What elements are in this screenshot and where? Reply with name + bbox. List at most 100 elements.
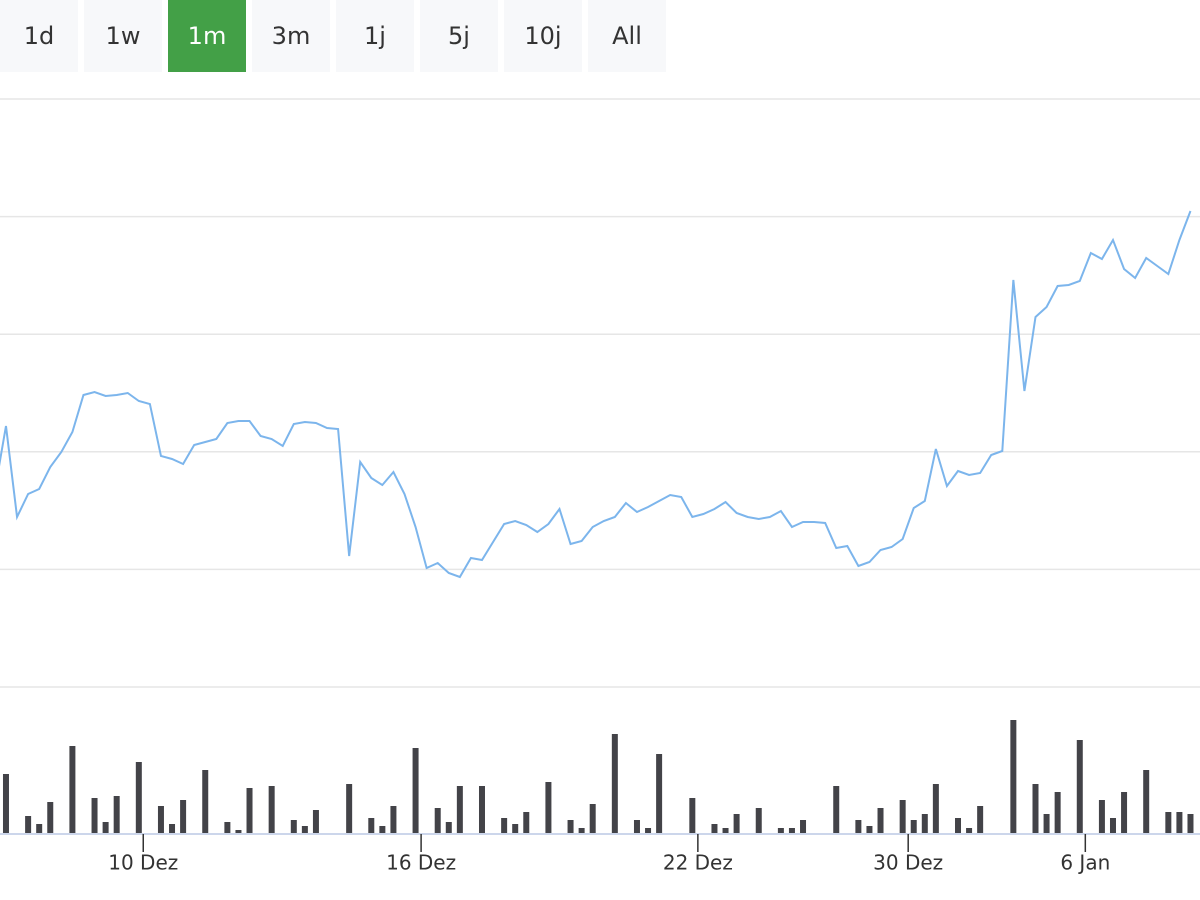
button-bg[interactable] bbox=[336, 0, 414, 72]
volume-bar bbox=[633, 820, 640, 833]
button-label[interactable]: 1j bbox=[364, 22, 386, 50]
volume-bar bbox=[478, 786, 485, 833]
range-button[interactable]: 1m bbox=[168, 0, 246, 72]
volume-bar bbox=[47, 802, 54, 833]
x-tick-label: 10 Dez bbox=[108, 851, 178, 875]
volume-bar bbox=[224, 822, 231, 833]
volume-bar bbox=[290, 820, 297, 833]
volume-bar bbox=[1010, 720, 1017, 833]
volume-bar bbox=[722, 828, 729, 833]
volume-bar bbox=[512, 824, 519, 833]
volume-bar bbox=[102, 822, 109, 833]
volume-bar bbox=[977, 806, 984, 833]
button-label[interactable]: 1w bbox=[106, 22, 141, 50]
volume-bar bbox=[25, 816, 32, 833]
volume-bar bbox=[833, 786, 840, 833]
x-tick-label: 16 Dez bbox=[386, 851, 456, 875]
volume-bar bbox=[733, 814, 740, 833]
volume-bar bbox=[567, 820, 574, 833]
volume-bar bbox=[346, 784, 353, 833]
x-tick-label: 22 Dez bbox=[663, 851, 733, 875]
volume-bar bbox=[91, 798, 98, 833]
volume-bar bbox=[368, 818, 375, 833]
volume-bar bbox=[866, 826, 873, 833]
volume-bar bbox=[36, 824, 43, 833]
volume-bar bbox=[113, 796, 120, 833]
grid bbox=[0, 98, 1200, 688]
plot-area bbox=[0, 210, 1192, 579]
button-label[interactable]: 5j bbox=[448, 22, 470, 50]
volume-bar bbox=[169, 824, 176, 833]
volume-bar bbox=[932, 784, 939, 833]
volume-bar bbox=[180, 800, 187, 833]
volume-bar bbox=[202, 770, 209, 833]
volume-bar bbox=[379, 826, 386, 833]
button-bg[interactable] bbox=[420, 0, 498, 72]
volume-bar bbox=[456, 786, 463, 833]
volume-bar bbox=[1098, 800, 1105, 833]
volume-bar bbox=[301, 826, 308, 833]
volume-area bbox=[2, 720, 1194, 833]
volume-bar bbox=[1176, 812, 1183, 833]
volume-bar bbox=[1121, 792, 1128, 833]
range-button[interactable]: All bbox=[588, 0, 666, 72]
button-bg[interactable] bbox=[0, 0, 78, 72]
volume-bar bbox=[1032, 784, 1039, 833]
volume-bar bbox=[589, 804, 596, 833]
range-button[interactable]: 1d bbox=[0, 0, 78, 72]
volume-bar bbox=[235, 830, 242, 833]
volume-bar bbox=[656, 754, 663, 833]
button-label[interactable]: 10j bbox=[524, 22, 561, 50]
range-button[interactable]: 10j bbox=[504, 0, 582, 72]
volume-bar bbox=[777, 828, 784, 833]
range-button[interactable]: 5j bbox=[420, 0, 498, 72]
button-label[interactable]: All bbox=[612, 22, 642, 50]
range-button[interactable]: 1j bbox=[336, 0, 414, 72]
volume-bar bbox=[578, 828, 585, 833]
volume-bar bbox=[501, 818, 508, 833]
button-bg[interactable] bbox=[252, 0, 330, 72]
volume-bar bbox=[268, 786, 275, 833]
button-label[interactable]: 1d bbox=[24, 22, 55, 50]
volume-bar bbox=[434, 808, 441, 833]
price-line bbox=[0, 210, 1192, 579]
volume-bar bbox=[877, 808, 884, 833]
range-button[interactable]: 1w bbox=[84, 0, 162, 72]
volume-bar bbox=[69, 746, 76, 833]
volume-bar bbox=[312, 810, 319, 833]
volume-bar bbox=[921, 814, 928, 833]
volume-bar bbox=[523, 812, 530, 833]
volume-bar bbox=[755, 808, 762, 833]
volume-bar bbox=[788, 828, 795, 833]
button-label[interactable]: 3m bbox=[272, 22, 311, 50]
volume-bar bbox=[545, 782, 552, 833]
volume-bar bbox=[645, 828, 652, 833]
range-selector: 1d 1w 1m 3m 1j 5j 10j All bbox=[0, 0, 666, 72]
volume-bar bbox=[1076, 740, 1083, 833]
volume-bar bbox=[1054, 792, 1061, 833]
volume-bar bbox=[2, 774, 9, 833]
volume-bar bbox=[855, 820, 862, 833]
volume-bar bbox=[966, 828, 973, 833]
button-bg[interactable] bbox=[84, 0, 162, 72]
button-bg[interactable] bbox=[588, 0, 666, 72]
volume-bar bbox=[910, 820, 917, 833]
volume-bar bbox=[899, 800, 906, 833]
volume-bar bbox=[135, 762, 142, 833]
volume-bar bbox=[800, 820, 807, 833]
volume-bar bbox=[1109, 818, 1116, 833]
volume-bar bbox=[955, 818, 962, 833]
range-button[interactable]: 3m bbox=[252, 0, 330, 72]
button-label[interactable]: 1m bbox=[188, 22, 227, 50]
volume-bar bbox=[445, 822, 452, 833]
volume-bar bbox=[390, 806, 397, 833]
button-bg[interactable] bbox=[168, 0, 246, 72]
volume-bar bbox=[157, 806, 164, 833]
volume-bar bbox=[1165, 812, 1172, 833]
button-bg[interactable] bbox=[504, 0, 582, 72]
volume-bar bbox=[689, 798, 696, 833]
volume-bar bbox=[711, 824, 718, 833]
x-axis: 10 Dez 16 Dez 22 Dez 30 Dez 6 Jan bbox=[0, 833, 1200, 875]
volume-bar bbox=[1143, 770, 1150, 833]
